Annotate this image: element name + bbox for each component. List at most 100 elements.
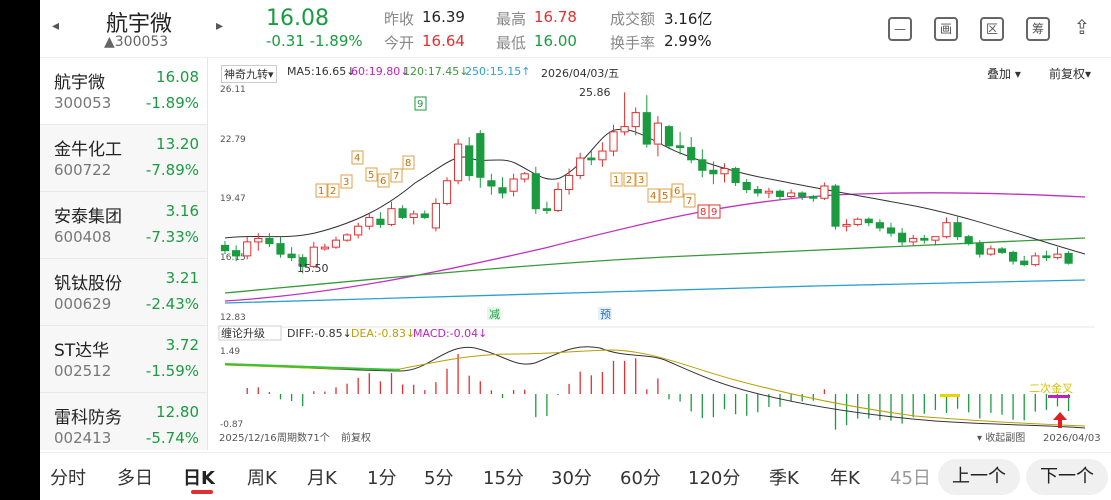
- ma120-label: 120:17.45↓: [403, 65, 469, 78]
- watchlist-pct: -1.59%: [145, 362, 199, 380]
- candle-body: [232, 250, 241, 257]
- seq-down-box: [659, 188, 672, 203]
- share-icon[interactable]: ⇪: [1073, 15, 1091, 39]
- candle-body: [565, 175, 574, 190]
- chip-icon[interactable]: 筹: [1026, 17, 1050, 41]
- sub-indicator-select[interactable]: [218, 325, 282, 341]
- candle-body: [664, 126, 674, 147]
- candle-body: [442, 180, 452, 204]
- next-stock-arrow-icon[interactable]: ▸: [216, 18, 224, 34]
- diff-line: [224, 346, 1086, 429]
- main-indicator-select[interactable]: 神奇九转▾: [221, 65, 277, 83]
- footer-adjust: 前复权: [341, 431, 371, 444]
- watchlist-name: ST达华: [54, 341, 110, 361]
- watchlist-item[interactable]: ST达华 002512 3.72 -1.59%: [40, 326, 207, 393]
- quote-label: 昨收: [384, 10, 415, 28]
- candle-body: [875, 222, 884, 229]
- candle-body: [265, 237, 274, 245]
- next-stock-button[interactable]: 下一个: [1026, 459, 1108, 495]
- watchlist-name: 钒钛股份: [54, 274, 122, 294]
- quote-value: 16.00: [534, 32, 577, 50]
- stock-header: ◂ 航宇微 ▲300053 ▸ 16.08 -0.31 -1.89% 昨收 16…: [40, 0, 1111, 58]
- macd-axis-bottom: -0.87: [220, 420, 243, 430]
- tab-period[interactable]: 季K: [769, 468, 799, 489]
- watchlist-price: 3.21: [165, 269, 199, 287]
- tab-period[interactable]: 年K: [830, 468, 860, 489]
- tab-period[interactable]: 多日: [117, 468, 153, 489]
- candle-body: [731, 168, 740, 184]
- quote-label: 最低: [496, 34, 527, 52]
- macd-axis-top: 1.49: [220, 347, 240, 357]
- seq-down-number: 3: [638, 175, 644, 186]
- watchlist-item[interactable]: 雷科防务 002413 12.80 -5.74%: [40, 393, 207, 460]
- tab-period[interactable]: 30分: [551, 468, 592, 489]
- minus-icon[interactable]: —: [888, 17, 912, 41]
- candle-body: [376, 218, 385, 225]
- watchlist-code: 600408: [54, 228, 112, 246]
- main-indicator-label: 神奇九转: [224, 68, 268, 81]
- tab-period-selected[interactable]: 日K: [183, 468, 215, 489]
- watchlist-item[interactable]: 安泰集团 600408 3.16 -7.33%: [40, 192, 207, 259]
- seq-up-number: 3: [343, 177, 349, 188]
- candle-body: [1042, 255, 1051, 259]
- candle-body: [864, 218, 873, 224]
- seq-up-box: [402, 155, 415, 170]
- watchlist-item[interactable]: 钒钛股份 000629 3.21 -2.43%: [40, 259, 207, 326]
- seq-up-number: 2: [330, 186, 336, 197]
- overlay-button[interactable]: 叠加 ▾: [987, 67, 1021, 81]
- candle-body: [431, 202, 441, 229]
- watchlist-name: 金牛化工: [54, 140, 122, 160]
- price-tick: 12.83: [220, 313, 246, 323]
- prev-stock-button[interactable]: 上一个: [938, 459, 1020, 495]
- seq-down-number: 9: [711, 207, 717, 218]
- candle-body: [498, 187, 507, 194]
- seq-down-box: [671, 183, 684, 198]
- tab-period[interactable]: 120分: [688, 468, 741, 489]
- reduce-badge: [487, 307, 501, 320]
- prev-stock-arrow-icon[interactable]: ◂: [52, 18, 60, 34]
- tab-period[interactable]: 1分: [367, 468, 397, 489]
- tab-period[interactable]: 60分: [620, 468, 661, 489]
- period-tab-bar: 分时 多日 日K 周K 月K 1分 5分 15分 30分 60分 120分 季K…: [40, 452, 1111, 500]
- collapse-subchart-button[interactable]: ▾ 收起副图: [977, 431, 1025, 444]
- ma60-label: 60:19.80↓: [351, 65, 410, 78]
- candle-body: [753, 189, 762, 194]
- candle-body: [942, 222, 951, 238]
- overlay-label: 叠加: [987, 67, 1012, 81]
- adjust-button[interactable]: 前复权▾: [1049, 67, 1092, 81]
- tab-period[interactable]: 月K: [307, 468, 337, 489]
- seq-up-box: [340, 174, 353, 189]
- watchlist-price: 3.72: [165, 336, 199, 354]
- candle-body: [454, 143, 463, 182]
- footer-end-date: 2026/04/03: [1043, 433, 1101, 444]
- candle-body: [220, 244, 230, 252]
- quote-value: 16.64: [422, 32, 465, 50]
- region-icon[interactable]: 区: [980, 17, 1004, 41]
- dea-line: [224, 349, 1086, 427]
- watchlist-code: 300053: [54, 94, 112, 112]
- cursor-date: 2026/04/03/五: [541, 67, 620, 80]
- watchlist-item[interactable]: 航宇微 300053 16.08 -1.89%: [40, 58, 207, 125]
- chan-green-segment: [224, 363, 401, 371]
- candle-body: [931, 236, 940, 241]
- seq-down-number: 1: [613, 175, 619, 186]
- kline-chart-area[interactable]: 神奇九转▾ MA5:16.65↓ 60:19.80↓ 120:17.45↓ 25…: [215, 58, 1111, 448]
- tab-period[interactable]: 分时: [50, 468, 86, 489]
- watchlist-sidebar: 航宇微 300053 16.08 -1.89% 金牛化工 600722 13.2…: [40, 58, 208, 450]
- candle-body: [820, 185, 829, 199]
- board-icon[interactable]: 画: [934, 17, 958, 41]
- seq-up-box: [414, 96, 427, 111]
- watchlist-price: 13.20: [156, 135, 199, 153]
- quote-label: 换手率: [610, 34, 656, 52]
- tab-period[interactable]: 5分: [424, 468, 454, 489]
- watchlist-item[interactable]: 金牛化工 600722 13.20 -7.89%: [40, 125, 207, 192]
- candle-body: [276, 243, 285, 255]
- tab-period[interactable]: 15分: [483, 468, 524, 489]
- candle-body: [909, 237, 918, 243]
- tab-period[interactable]: 45日: [890, 468, 930, 489]
- stock-code: ▲300053: [104, 34, 169, 50]
- tab-period[interactable]: 周K: [247, 468, 277, 489]
- candle-body: [398, 208, 407, 218]
- candle-body: [576, 157, 585, 177]
- quote-label: 成交额: [610, 10, 656, 28]
